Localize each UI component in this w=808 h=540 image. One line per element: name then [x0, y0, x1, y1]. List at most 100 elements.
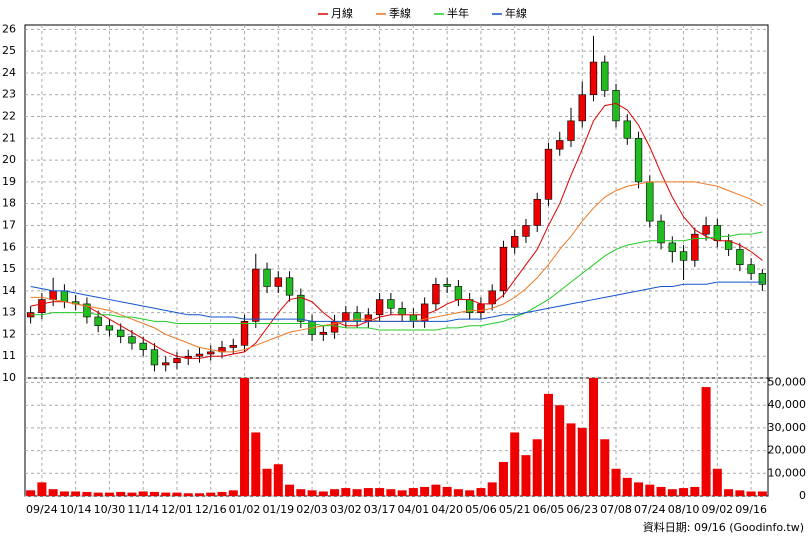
legend-label: 半年 [447, 6, 469, 20]
ma-line [30, 231, 763, 331]
volume-bar [183, 493, 193, 496]
candle-body [499, 246, 508, 292]
volume-bar [589, 378, 599, 496]
candle-body [533, 199, 541, 226]
volume-bar [59, 491, 69, 496]
x-tick-label: 12/01 [161, 503, 193, 516]
candle-body [747, 264, 755, 274]
volume-bar [397, 490, 407, 496]
candle-body [83, 303, 91, 318]
volume-bar [48, 489, 58, 496]
candle-body [263, 268, 271, 287]
volume-bar [611, 468, 621, 496]
volume-bar [251, 432, 261, 496]
volume-bar [318, 491, 328, 496]
y-tick-label: 20 [2, 153, 16, 166]
x-tick-label: 09/24 [26, 503, 58, 516]
candle-body [646, 181, 654, 222]
candle-body [702, 225, 710, 235]
candle-body [589, 61, 598, 96]
x-tick-label: 06/23 [566, 503, 598, 516]
y-tick-label: 14 [2, 284, 16, 297]
y-tick-label: 15 [2, 262, 16, 275]
plot-frame [24, 24, 769, 497]
volume-bar [532, 439, 542, 496]
volume-bar [724, 489, 734, 496]
volume-bar [408, 488, 418, 496]
candle-body [409, 314, 418, 322]
x-tick-label: 10/30 [94, 503, 126, 516]
volume-bar [442, 486, 452, 496]
volume-bar [566, 423, 576, 496]
candle-body [522, 225, 530, 237]
legend-label: 季線 [389, 6, 411, 20]
volume-bar [386, 489, 396, 496]
volume-bar [228, 490, 238, 496]
x-tick-label: 05/21 [499, 503, 531, 516]
volume-bar [26, 490, 36, 496]
candle-body [736, 249, 744, 265]
candle-body [274, 277, 282, 287]
volume-bar [375, 488, 385, 496]
candle-body [443, 284, 451, 287]
candle-body [285, 277, 294, 296]
candle-body [398, 307, 406, 316]
volume-bar [600, 439, 610, 496]
candle-body [375, 299, 384, 316]
candle-body [454, 286, 463, 300]
volume-bar [240, 378, 250, 496]
volume-bar [690, 486, 700, 496]
y-tick-label: 22 [2, 110, 16, 123]
candle-body [94, 316, 102, 327]
volume-bar [634, 482, 644, 496]
candle-body [477, 303, 485, 313]
volume-bar [93, 492, 103, 496]
y-tick-label: 16 [2, 240, 16, 253]
volume-bar [498, 461, 508, 496]
volume-bar [712, 468, 722, 496]
volume-bar [307, 490, 317, 496]
volume-bar [273, 464, 283, 496]
candle-body [297, 294, 305, 322]
volume-bar [194, 493, 204, 496]
y2-tick-label: 50,000 [768, 376, 807, 389]
candle-body [691, 233, 699, 261]
candle-body [105, 325, 114, 331]
x-tick-label: 10/14 [60, 503, 92, 516]
y-tick-label: 10 [2, 371, 16, 384]
candle-body [252, 268, 260, 322]
volume-bar [262, 468, 272, 496]
candle-body [657, 220, 665, 244]
x-tick-label: 11/14 [127, 503, 159, 516]
volume-bar [341, 488, 351, 496]
x-tick-label: 01/19 [262, 503, 294, 516]
volume-bar [555, 405, 565, 496]
volume-bar [757, 491, 767, 496]
volume-bar [104, 492, 114, 496]
candle-body [713, 225, 722, 242]
candle-body [511, 236, 519, 248]
candle-body [162, 362, 170, 366]
volume-bar [431, 484, 441, 496]
candle-body [240, 321, 249, 346]
candle-body [229, 345, 237, 348]
legend-label: 月線 [331, 6, 353, 20]
volume-bar [701, 387, 711, 496]
candle-body [567, 120, 575, 141]
x-tick-label: 01/02 [229, 503, 261, 516]
volume-bar [330, 489, 340, 496]
volume-bar [453, 489, 463, 496]
ma-line [30, 281, 763, 322]
volume-bar [543, 393, 553, 496]
candle-body [38, 299, 46, 313]
volume-bar [746, 491, 756, 496]
volume-bar [82, 491, 92, 496]
candle-body [342, 312, 350, 322]
y-tick-label: 24 [2, 66, 16, 79]
volume-bar [645, 484, 655, 496]
candle-body [150, 349, 159, 366]
y-tick-label: 19 [2, 175, 16, 188]
candle-body [668, 242, 676, 252]
volume-bar [577, 427, 587, 496]
